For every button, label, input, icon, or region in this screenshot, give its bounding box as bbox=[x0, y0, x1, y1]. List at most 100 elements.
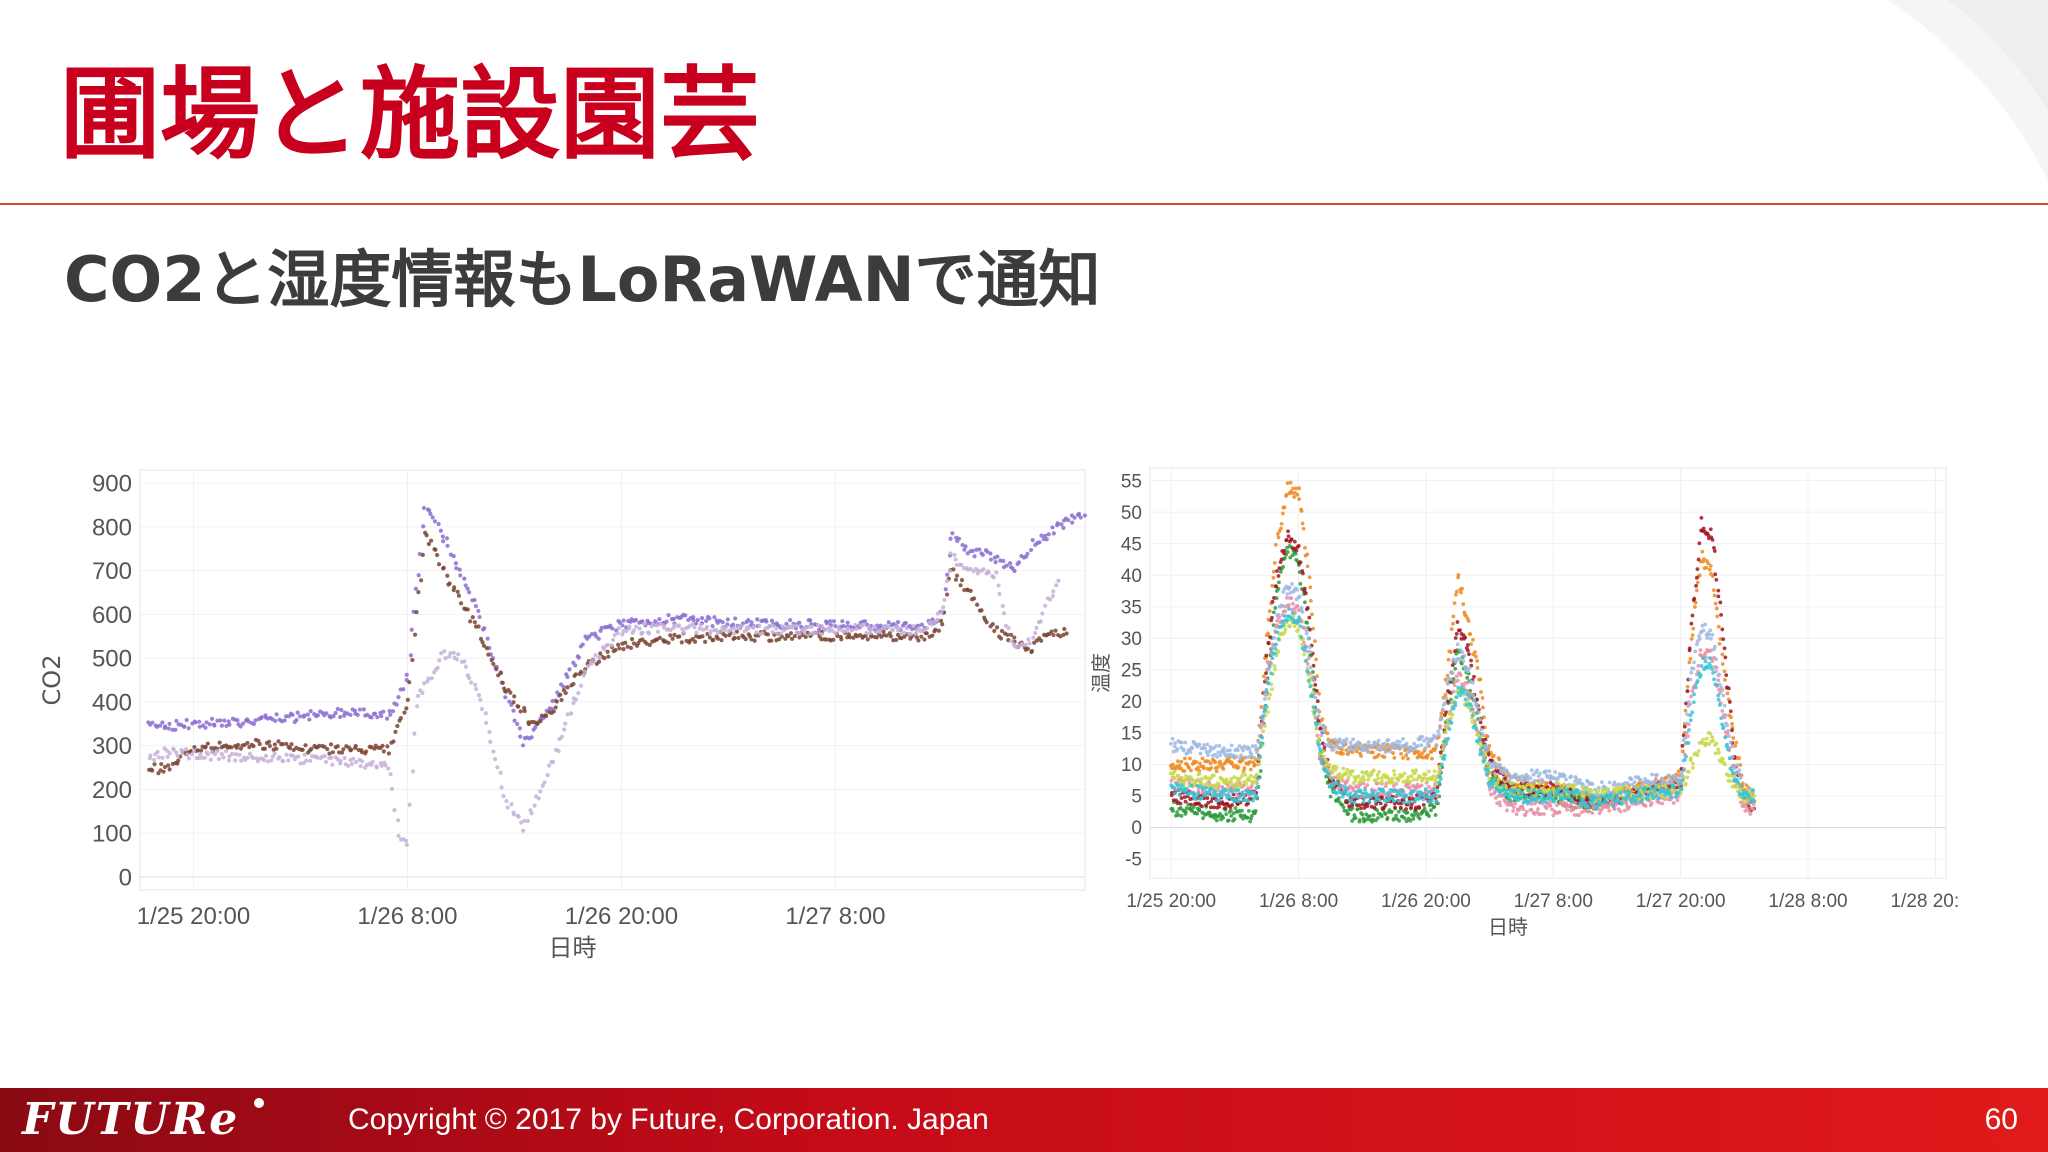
data-point bbox=[962, 547, 967, 552]
data-point bbox=[968, 588, 973, 593]
data-point bbox=[1229, 743, 1234, 748]
data-point bbox=[229, 745, 234, 750]
data-point bbox=[491, 749, 496, 754]
data-point bbox=[930, 622, 935, 627]
data-point bbox=[1216, 793, 1221, 798]
data-point bbox=[690, 622, 695, 627]
y-tick-label: 45 bbox=[1121, 534, 1142, 555]
data-point bbox=[1516, 798, 1521, 803]
data-point bbox=[884, 633, 889, 638]
data-point bbox=[814, 630, 819, 635]
data-point bbox=[302, 713, 307, 718]
x-tick-label: 1/26 8:00 bbox=[1259, 891, 1338, 912]
data-point bbox=[1725, 731, 1730, 736]
data-point bbox=[407, 802, 412, 807]
data-point bbox=[1299, 509, 1304, 513]
data-point bbox=[396, 833, 401, 839]
data-point bbox=[1310, 693, 1314, 698]
data-point bbox=[1296, 544, 1301, 548]
data-point bbox=[1189, 768, 1193, 773]
data-point bbox=[1717, 641, 1722, 646]
data-point bbox=[381, 749, 386, 754]
data-point bbox=[1677, 778, 1682, 783]
data-point bbox=[1199, 795, 1204, 800]
data-point bbox=[1188, 756, 1192, 761]
data-point bbox=[1564, 801, 1569, 806]
data-point bbox=[1044, 537, 1049, 542]
data-point bbox=[388, 772, 393, 777]
data-point bbox=[677, 634, 682, 639]
data-point bbox=[670, 636, 675, 641]
data-point bbox=[902, 634, 907, 639]
data-point bbox=[456, 593, 462, 598]
data-point bbox=[1395, 739, 1399, 744]
data-point bbox=[468, 619, 473, 624]
data-point bbox=[1696, 663, 1701, 668]
data-point bbox=[1320, 741, 1325, 746]
data-point bbox=[1478, 717, 1483, 722]
data-point bbox=[1688, 702, 1692, 707]
data-point bbox=[1531, 772, 1536, 777]
data-point bbox=[1025, 646, 1031, 651]
data-point bbox=[553, 705, 558, 710]
data-point bbox=[1294, 548, 1299, 553]
data-point bbox=[1285, 592, 1290, 597]
data-point bbox=[1721, 693, 1726, 698]
data-point bbox=[156, 755, 161, 760]
data-point bbox=[1202, 743, 1207, 747]
data-point bbox=[1361, 781, 1366, 786]
data-point bbox=[416, 589, 421, 595]
data-point bbox=[1388, 749, 1393, 754]
data-point bbox=[1700, 549, 1705, 554]
data-point bbox=[1433, 792, 1438, 797]
data-point bbox=[1285, 618, 1290, 623]
data-point bbox=[329, 755, 334, 760]
data-point bbox=[407, 680, 412, 685]
data-point bbox=[1572, 813, 1577, 817]
data-point bbox=[1305, 605, 1310, 610]
data-point bbox=[1441, 695, 1446, 700]
data-point bbox=[1214, 798, 1219, 803]
data-point bbox=[692, 639, 698, 644]
data-point bbox=[1419, 783, 1424, 788]
data-point bbox=[589, 661, 594, 666]
data-point bbox=[1172, 785, 1176, 790]
data-point bbox=[1414, 805, 1418, 810]
data-point bbox=[1272, 651, 1277, 656]
data-point bbox=[1555, 803, 1559, 808]
data-point bbox=[1243, 772, 1248, 777]
data-point bbox=[1295, 492, 1300, 497]
data-point bbox=[1271, 610, 1276, 615]
data-point bbox=[1525, 782, 1529, 787]
data-point bbox=[1253, 762, 1257, 767]
data-point bbox=[692, 625, 697, 630]
data-point bbox=[1689, 694, 1693, 699]
data-point bbox=[454, 566, 459, 571]
data-point bbox=[1411, 789, 1416, 793]
data-point bbox=[1722, 715, 1727, 720]
data-point bbox=[303, 743, 308, 748]
data-point bbox=[1350, 769, 1355, 773]
data-point bbox=[1391, 768, 1396, 773]
data-point bbox=[1697, 541, 1702, 546]
data-point bbox=[1194, 760, 1199, 764]
data-point bbox=[1596, 799, 1601, 804]
data-point bbox=[747, 634, 752, 639]
data-point bbox=[150, 768, 155, 773]
data-point bbox=[404, 842, 409, 847]
data-point bbox=[1636, 784, 1641, 789]
data-point bbox=[743, 637, 748, 642]
data-point bbox=[1708, 563, 1713, 568]
data-point bbox=[1435, 789, 1440, 794]
data-point bbox=[1303, 591, 1308, 596]
data-point bbox=[1394, 788, 1398, 793]
data-point bbox=[1305, 564, 1310, 569]
data-point bbox=[1417, 816, 1422, 821]
data-point bbox=[1230, 803, 1234, 807]
data-point bbox=[274, 746, 279, 751]
y-tick-label: 50 bbox=[1121, 503, 1142, 524]
data-point bbox=[1710, 537, 1715, 542]
data-point bbox=[1553, 770, 1558, 774]
data-point bbox=[1245, 815, 1250, 820]
data-point bbox=[1267, 696, 1271, 701]
